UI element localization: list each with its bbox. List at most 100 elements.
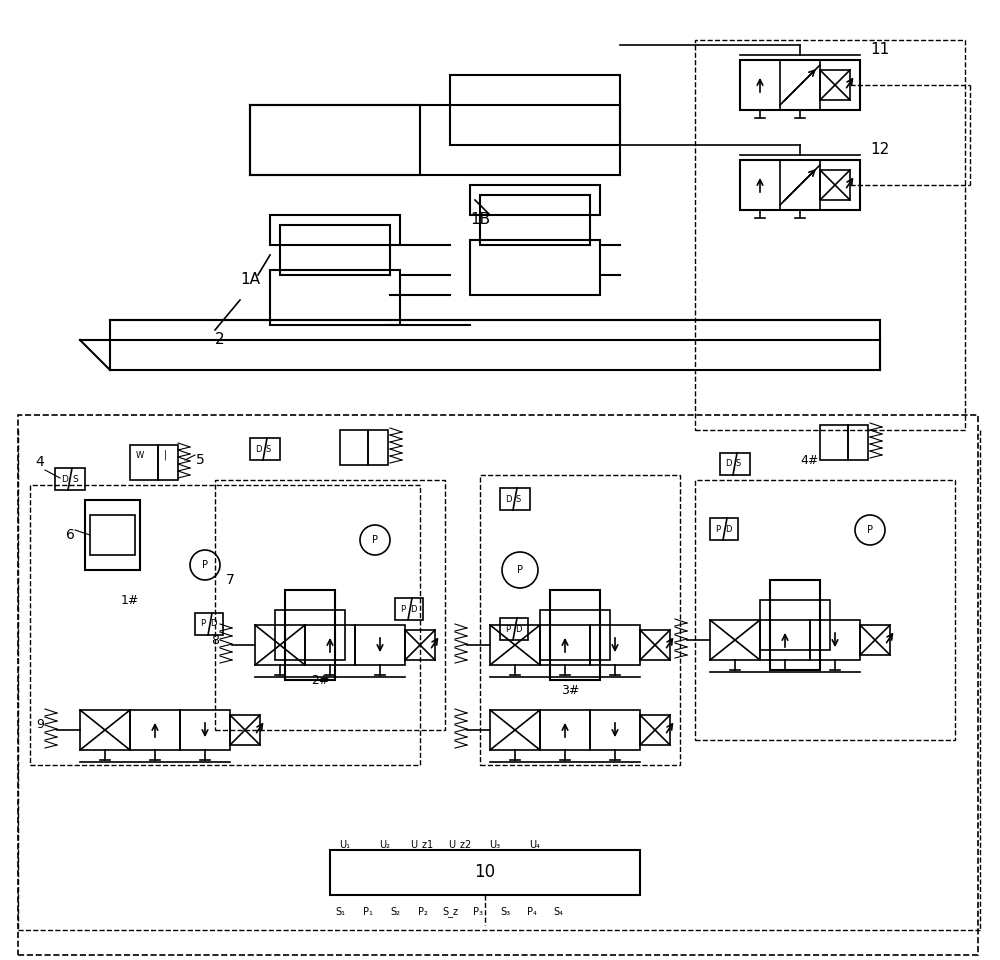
Circle shape bbox=[190, 550, 220, 580]
Bar bbox=[130, 445, 158, 480]
Bar bbox=[710, 518, 738, 540]
Bar bbox=[820, 425, 848, 460]
Bar bbox=[130, 710, 180, 750]
Text: 4#: 4# bbox=[801, 453, 819, 467]
Text: S: S bbox=[515, 494, 521, 503]
Text: 1#: 1# bbox=[121, 593, 139, 607]
Bar bbox=[215, 480, 445, 730]
Bar bbox=[158, 445, 178, 480]
Text: 8: 8 bbox=[211, 634, 219, 646]
Text: U_z2: U_z2 bbox=[448, 840, 472, 851]
Text: |: | bbox=[163, 449, 167, 460]
Text: 1A: 1A bbox=[240, 273, 260, 287]
Text: U₄: U₄ bbox=[530, 840, 540, 850]
Text: D: D bbox=[410, 605, 416, 613]
Text: 6: 6 bbox=[66, 528, 74, 542]
Text: S: S bbox=[265, 444, 271, 453]
Text: 4: 4 bbox=[36, 455, 44, 469]
Bar bbox=[540, 710, 590, 750]
Text: S: S bbox=[735, 460, 741, 468]
Text: P: P bbox=[200, 619, 206, 629]
Bar bbox=[860, 625, 890, 655]
Bar bbox=[368, 430, 388, 465]
Text: 7: 7 bbox=[226, 573, 234, 587]
Text: U_z1: U_z1 bbox=[410, 840, 434, 851]
Text: 1B: 1B bbox=[470, 212, 490, 228]
Bar bbox=[355, 625, 405, 665]
Bar bbox=[540, 625, 590, 665]
Bar bbox=[848, 425, 868, 460]
Bar bbox=[18, 415, 978, 955]
Bar bbox=[500, 488, 530, 510]
Text: 3#: 3# bbox=[561, 684, 579, 697]
Bar bbox=[250, 105, 420, 175]
Text: P: P bbox=[517, 565, 523, 575]
Text: 5: 5 bbox=[196, 453, 204, 467]
Bar bbox=[695, 480, 955, 740]
Bar bbox=[770, 580, 820, 670]
Text: 12: 12 bbox=[870, 142, 889, 157]
Bar bbox=[550, 590, 600, 680]
Text: D: D bbox=[725, 460, 731, 468]
Bar bbox=[405, 630, 435, 660]
Bar bbox=[80, 710, 130, 750]
Bar bbox=[255, 625, 305, 665]
Bar bbox=[695, 40, 965, 430]
Bar bbox=[490, 710, 540, 750]
Text: D: D bbox=[255, 444, 261, 453]
Text: S: S bbox=[72, 474, 78, 484]
Bar bbox=[250, 438, 280, 460]
Circle shape bbox=[502, 552, 538, 588]
Text: P: P bbox=[505, 625, 511, 634]
Text: D: D bbox=[210, 619, 216, 629]
Text: D: D bbox=[515, 625, 521, 634]
Bar bbox=[30, 485, 420, 765]
Bar bbox=[285, 590, 335, 680]
Text: S_z: S_z bbox=[442, 906, 458, 918]
Bar bbox=[480, 475, 680, 765]
Text: 2#: 2# bbox=[311, 674, 329, 686]
Bar bbox=[710, 620, 760, 660]
Bar bbox=[330, 850, 640, 895]
Bar bbox=[740, 60, 860, 110]
Bar bbox=[85, 500, 140, 570]
Bar bbox=[305, 625, 355, 665]
Bar bbox=[820, 170, 850, 200]
Bar bbox=[590, 625, 640, 665]
Bar bbox=[540, 610, 610, 660]
Bar bbox=[470, 185, 600, 215]
Text: 2: 2 bbox=[215, 332, 225, 348]
Bar bbox=[280, 225, 390, 275]
Text: 10: 10 bbox=[474, 863, 496, 881]
Text: P₃: P₃ bbox=[473, 907, 483, 917]
Text: P: P bbox=[715, 524, 721, 534]
Bar bbox=[270, 215, 400, 245]
Bar bbox=[195, 613, 223, 635]
Bar bbox=[180, 710, 230, 750]
Bar bbox=[395, 598, 423, 620]
Text: S₂: S₂ bbox=[390, 907, 400, 917]
Bar bbox=[640, 715, 670, 745]
Text: P: P bbox=[400, 605, 406, 613]
Bar bbox=[740, 160, 860, 210]
Bar bbox=[110, 320, 880, 370]
Bar bbox=[500, 618, 528, 640]
Text: P: P bbox=[867, 525, 873, 535]
Bar bbox=[640, 630, 670, 660]
Text: P₂: P₂ bbox=[418, 907, 428, 917]
Text: 11: 11 bbox=[870, 42, 889, 58]
Bar bbox=[275, 610, 345, 660]
Text: W: W bbox=[136, 450, 144, 460]
Bar bbox=[720, 453, 750, 475]
Bar bbox=[810, 620, 860, 660]
Text: S₁: S₁ bbox=[335, 907, 345, 917]
Text: 9: 9 bbox=[36, 718, 44, 732]
Bar bbox=[470, 240, 600, 295]
Bar bbox=[480, 195, 590, 245]
Bar bbox=[490, 625, 540, 665]
Bar bbox=[590, 710, 640, 750]
Text: P: P bbox=[372, 535, 378, 545]
Text: P: P bbox=[202, 560, 208, 570]
Text: U₂: U₂ bbox=[380, 840, 390, 850]
Bar bbox=[760, 600, 830, 650]
